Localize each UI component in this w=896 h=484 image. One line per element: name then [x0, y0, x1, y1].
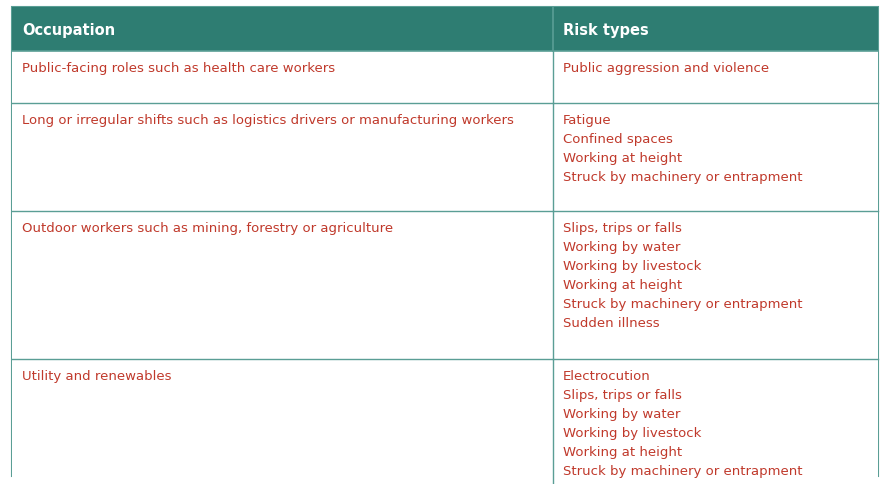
Text: Occupation: Occupation	[22, 22, 115, 37]
Text: Struck by machinery or entrapment: Struck by machinery or entrapment	[564, 171, 803, 183]
Text: Working by water: Working by water	[564, 241, 681, 254]
Bar	[12, 8, 878, 52]
Text: Working by livestock: Working by livestock	[564, 426, 702, 439]
Text: Electrocution: Electrocution	[564, 369, 651, 382]
Text: Slips, trips or falls: Slips, trips or falls	[564, 222, 682, 235]
Text: Slips, trips or falls: Slips, trips or falls	[564, 388, 682, 401]
Bar	[12, 104, 878, 212]
Text: Working at height: Working at height	[564, 278, 683, 291]
Text: Outdoor workers such as mining, forestry or agriculture: Outdoor workers such as mining, forestry…	[22, 222, 393, 235]
Text: Sudden illness: Sudden illness	[564, 483, 659, 484]
Text: Long or irregular shifts such as logistics drivers or manufacturing workers: Long or irregular shifts such as logisti…	[22, 114, 514, 127]
Bar	[12, 212, 878, 359]
Text: Struck by machinery or entrapment: Struck by machinery or entrapment	[564, 464, 803, 477]
Text: Working by livestock: Working by livestock	[564, 259, 702, 272]
Text: Public aggression and violence: Public aggression and violence	[564, 62, 770, 75]
Bar	[12, 52, 878, 104]
Text: Struck by machinery or entrapment: Struck by machinery or entrapment	[564, 297, 803, 310]
Text: Working at height: Working at height	[564, 445, 683, 458]
Bar	[12, 359, 878, 484]
Text: Public-facing roles such as health care workers: Public-facing roles such as health care …	[22, 62, 335, 75]
Text: Fatigue: Fatigue	[564, 114, 612, 127]
Text: Risk types: Risk types	[564, 22, 649, 37]
Text: Working by water: Working by water	[564, 407, 681, 420]
Text: Sudden illness: Sudden illness	[564, 317, 659, 329]
Text: Working at height: Working at height	[564, 151, 683, 165]
Text: Utility and renewables: Utility and renewables	[22, 369, 171, 382]
Text: Confined spaces: Confined spaces	[564, 133, 673, 146]
